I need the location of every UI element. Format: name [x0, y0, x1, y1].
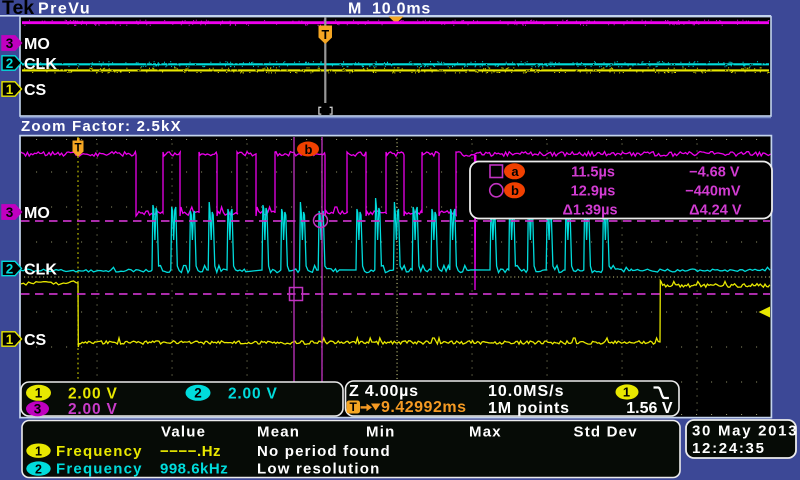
- svg-text:2.00 V: 2.00 V: [68, 401, 118, 418]
- svg-text:a: a: [511, 164, 519, 179]
- svg-text:2.00 V: 2.00 V: [228, 386, 278, 403]
- svg-text:M: M: [348, 1, 361, 18]
- svg-text:1: 1: [6, 82, 14, 97]
- svg-text:Z 4.00µs: Z 4.00µs: [349, 383, 419, 400]
- svg-text:2.00 V: 2.00 V: [68, 386, 118, 403]
- svg-text:MO: MO: [24, 36, 50, 53]
- svg-text:b: b: [511, 183, 519, 198]
- svg-text:3: 3: [6, 205, 14, 220]
- svg-text:10.0MS/s: 10.0MS/s: [488, 383, 564, 400]
- svg-text:1: 1: [35, 444, 42, 458]
- svg-text:Zoom Factor: 2.5kX: Zoom Factor: 2.5kX: [21, 118, 182, 135]
- svg-text:3: 3: [34, 401, 42, 416]
- svg-text:−440mV: −440mV: [685, 184, 741, 200]
- svg-text:Frequency: Frequency: [56, 461, 143, 478]
- svg-text:Min: Min: [366, 424, 395, 441]
- svg-text:Δ1.39µs: Δ1.39µs: [562, 203, 617, 219]
- svg-text:−4.68 V: −4.68 V: [689, 165, 740, 181]
- svg-text:Value: Value: [161, 424, 206, 441]
- svg-text:CLK: CLK: [24, 262, 57, 279]
- svg-text:2: 2: [194, 386, 202, 401]
- svg-text:No period found: No period found: [257, 443, 391, 460]
- svg-text:1M points: 1M points: [488, 400, 570, 417]
- svg-text:998.6kHz: 998.6kHz: [160, 461, 228, 478]
- svg-text:T: T: [321, 28, 329, 42]
- svg-text:Low resolution: Low resolution: [257, 461, 380, 478]
- svg-text:2: 2: [35, 462, 42, 476]
- svg-text:1: 1: [6, 332, 14, 347]
- svg-text:Std Dev: Std Dev: [574, 424, 638, 441]
- svg-text:CS: CS: [24, 82, 47, 99]
- svg-text:−−−−.Hz: −−−−.Hz: [160, 443, 221, 460]
- svg-text:2: 2: [6, 262, 14, 277]
- svg-text:1.56 V: 1.56 V: [626, 400, 673, 417]
- svg-text:PreVu: PreVu: [38, 1, 91, 18]
- svg-text:9.42992ms: 9.42992ms: [381, 399, 466, 416]
- svg-text:10.0ms: 10.0ms: [372, 1, 431, 18]
- svg-text:30 May 2013: 30 May 2013: [692, 423, 798, 440]
- svg-text:12.9µs: 12.9µs: [571, 184, 616, 200]
- svg-text:Mean: Mean: [257, 424, 300, 441]
- svg-text:Tek: Tek: [2, 0, 34, 19]
- svg-text:b: b: [305, 142, 313, 157]
- svg-text:Frequency: Frequency: [56, 443, 143, 460]
- svg-text:3: 3: [6, 36, 14, 51]
- svg-text:MO: MO: [24, 205, 50, 222]
- svg-text:T: T: [74, 143, 81, 155]
- svg-text:12:24:35: 12:24:35: [692, 440, 766, 457]
- svg-text:1: 1: [623, 384, 630, 399]
- svg-text:11.5µs: 11.5µs: [571, 165, 615, 181]
- svg-text:T: T: [350, 400, 358, 414]
- svg-text:2: 2: [6, 56, 14, 71]
- svg-text:CS: CS: [24, 332, 47, 349]
- svg-text:CLK: CLK: [24, 56, 57, 73]
- svg-text:Max: Max: [469, 424, 502, 441]
- svg-text:Δ4.24 V: Δ4.24 V: [689, 203, 742, 219]
- svg-text:1: 1: [35, 386, 43, 401]
